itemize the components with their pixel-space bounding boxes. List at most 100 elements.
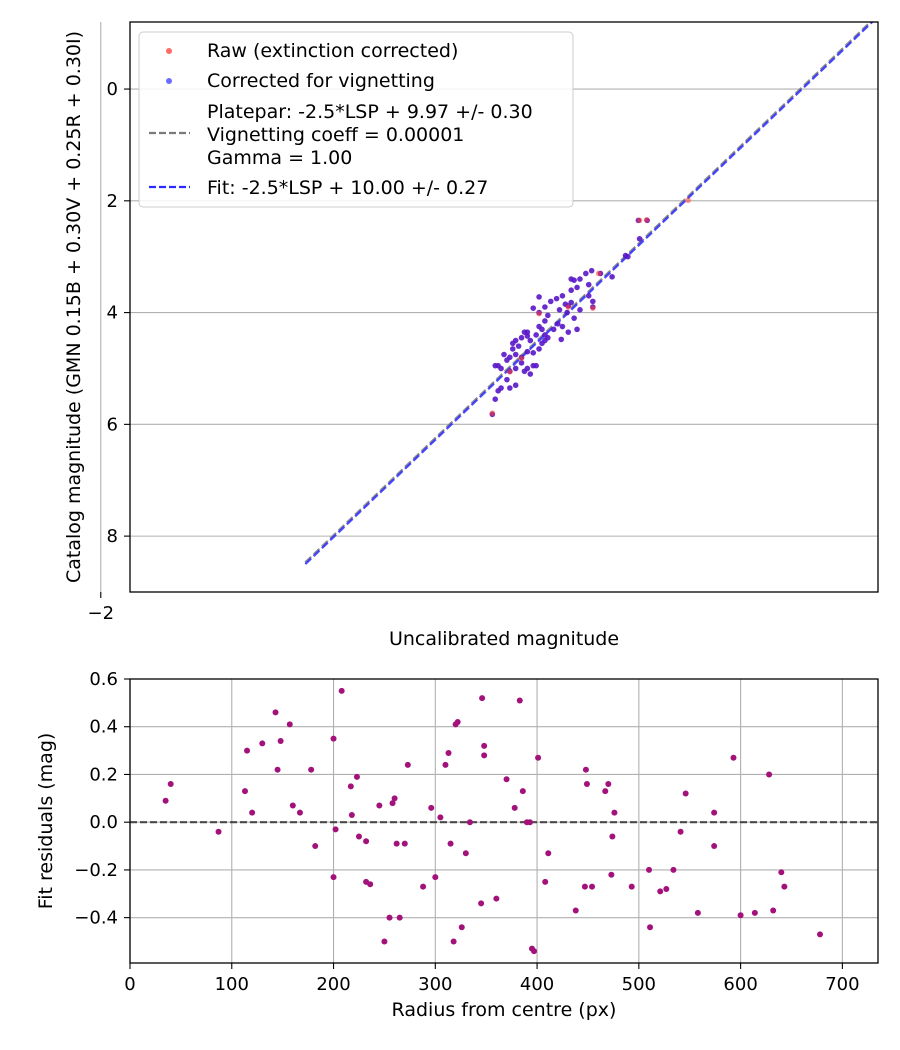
- corrected-point: [518, 360, 525, 366]
- bottom-y-axis-label: Fit residuals (mag): [35, 733, 57, 910]
- residual-point: [751, 909, 758, 916]
- corrected-point: [590, 298, 596, 305]
- residual-point: [609, 833, 616, 840]
- corrected-point: [512, 365, 519, 372]
- corrected-point: [533, 362, 539, 369]
- raw-point: [643, 217, 650, 223]
- residual-point: [215, 828, 222, 835]
- residual-point: [466, 819, 473, 826]
- corrected-point: [504, 376, 510, 383]
- corrected-point: [556, 306, 563, 313]
- corrected-point: [498, 385, 504, 391]
- x-tick-label: 300: [418, 974, 452, 995]
- top-plot-ticks: −2−4−6−8−1002468: [88, 79, 130, 624]
- residual-point: [428, 804, 435, 811]
- corrected-point: [558, 336, 565, 343]
- residual-point: [296, 809, 303, 816]
- corrected-point: [545, 312, 551, 319]
- raw-point: [536, 310, 542, 317]
- residual-point: [308, 766, 315, 773]
- residual-point: [376, 802, 383, 809]
- residual-point: [545, 850, 552, 857]
- corrected-point: [622, 252, 629, 259]
- corrected-point: [550, 326, 557, 333]
- residual-point: [447, 840, 454, 847]
- residual-point: [367, 881, 374, 888]
- residuals-scatter-plot: 0 100 200 300 400 500 600 700 0.6 0.4 0.2 0.0 −0.2 −0…: [35, 669, 879, 1021]
- raw-point: [636, 217, 643, 224]
- corrected-point: [559, 323, 566, 330]
- residual-point: [605, 781, 612, 788]
- residual-point: [332, 826, 339, 833]
- residual-point: [330, 735, 337, 742]
- corrected-point: [542, 304, 548, 310]
- y-tick-label: −0.4: [74, 908, 118, 929]
- residual-point: [442, 761, 449, 768]
- corrected-point: [564, 309, 570, 316]
- residual-point: [816, 931, 823, 938]
- residual-point: [162, 797, 169, 804]
- corrected-point: [492, 362, 499, 369]
- residual-point: [663, 886, 670, 893]
- residual-point: [401, 840, 408, 847]
- residual-point: [363, 838, 370, 845]
- residual-point: [338, 687, 345, 694]
- residual-point: [503, 776, 510, 783]
- bottom-plot-frame: [129, 678, 879, 964]
- residual-point: [670, 866, 677, 873]
- residual-point: [286, 721, 293, 728]
- corrected-point: [530, 305, 537, 311]
- residual-point: [646, 866, 653, 873]
- y-tick-label: 0.0: [89, 812, 118, 833]
- corrected-point: [542, 332, 548, 338]
- residual-point: [647, 924, 654, 931]
- corrected-point: [568, 287, 575, 294]
- residual-point: [391, 795, 398, 802]
- residual-point: [531, 948, 538, 955]
- residual-point: [589, 883, 596, 890]
- corrected-point: [554, 320, 561, 327]
- residual-point: [450, 938, 457, 945]
- corrected-point: [504, 357, 510, 363]
- residual-point: [770, 907, 777, 914]
- corrected-point: [524, 333, 531, 339]
- corrected-point: [515, 343, 522, 349]
- y-tick-label: 0: [107, 79, 118, 100]
- top-y-axis-label: Catalog magnitude (GMN 0.15B + 0.30V + 0…: [63, 31, 85, 583]
- residual-point: [628, 883, 635, 890]
- residual-point: [404, 761, 411, 768]
- raw-point: [489, 410, 496, 416]
- corrected-point: [507, 385, 513, 391]
- bottom-plot-points: [162, 687, 823, 955]
- residual-point: [347, 783, 354, 790]
- corrected-point: [542, 337, 548, 344]
- fit-line: [304, 22, 874, 565]
- residual-point: [481, 752, 488, 759]
- corrected-point: [524, 365, 531, 372]
- residual-point: [244, 747, 251, 754]
- residual-point: [277, 738, 284, 745]
- residual-point: [381, 938, 388, 945]
- y-tick-label: 0.4: [89, 717, 118, 738]
- residual-point: [479, 695, 486, 702]
- residual-point: [711, 843, 718, 850]
- corrected-point: [574, 326, 580, 333]
- corrected-point: [527, 371, 534, 377]
- legend-gamma-label: Gamma = 1.00: [207, 147, 352, 169]
- residual-point: [583, 781, 590, 788]
- top-x-axis-label: Uncalibrated magnitude: [389, 628, 619, 650]
- residual-point: [711, 809, 718, 816]
- residual-point: [778, 869, 785, 876]
- calibration-scatter-plot: −2−4−6−8−1002468 Uncalibrated magnitude …: [63, 21, 879, 650]
- residual-point: [355, 833, 362, 840]
- corrected-point: [585, 281, 592, 288]
- corrected-point: [492, 396, 499, 403]
- corrected-point: [577, 306, 583, 313]
- top-plot-frame: [129, 21, 879, 593]
- y-tick-label: −0.2: [74, 860, 118, 881]
- residual-point: [535, 754, 542, 761]
- corrected-point: [509, 346, 516, 352]
- residual-point: [581, 883, 588, 890]
- raw-point: [590, 305, 596, 311]
- corrected-point: [509, 340, 516, 347]
